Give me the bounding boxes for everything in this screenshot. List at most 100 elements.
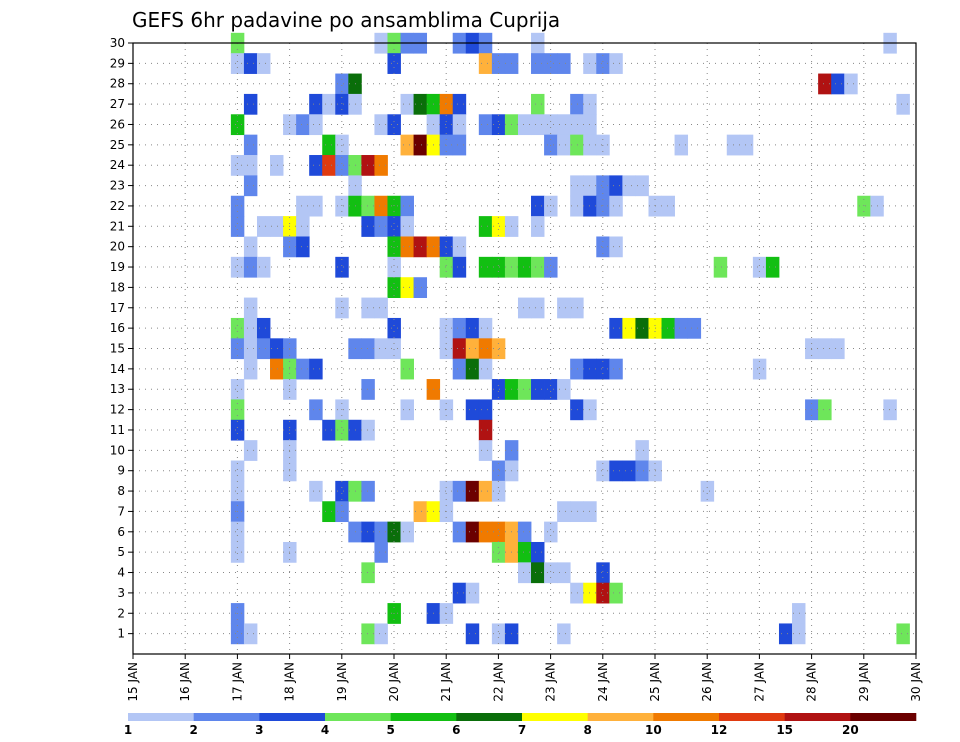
heatmap-cell [374, 114, 388, 136]
heatmap-cell [400, 277, 414, 298]
heatmap-cell [296, 114, 310, 136]
y-tick-label: 21 [110, 219, 125, 233]
heatmap-cell [818, 399, 832, 421]
y-tick-label: 15 [110, 342, 125, 356]
heatmap-cell [400, 134, 414, 156]
x-tick-label: 15 JAN [126, 662, 140, 702]
heatmap-cell [478, 216, 493, 237]
heatmap-cell [531, 53, 545, 74]
colorbar-swatch [522, 713, 588, 721]
heatmap-cell [570, 399, 584, 421]
heatmap-cell [465, 521, 480, 543]
colorbar-label: 12 [711, 723, 728, 737]
y-tick-label: 25 [110, 138, 125, 152]
heatmap-cell [857, 195, 871, 217]
heatmap-cell [452, 358, 467, 380]
heatmap-cell [491, 623, 506, 645]
heatmap-cell [296, 358, 310, 380]
heatmap-cell [517, 114, 532, 136]
heatmap-cell [270, 338, 284, 360]
heatmap-cell [544, 256, 558, 278]
heatmap-cell [452, 256, 467, 278]
heatmap-cell [452, 521, 467, 543]
y-tick-label: 2 [117, 606, 125, 620]
colorbar-swatch [784, 713, 851, 721]
heatmap-cell [243, 53, 258, 74]
heatmap-cell [517, 541, 532, 563]
heatmap-cell [596, 175, 610, 197]
heatmap-cell [465, 480, 480, 502]
heatmap-cell [230, 623, 245, 645]
heatmap-cell [465, 623, 480, 645]
heatmap-cell [557, 501, 571, 523]
heatmap-cell [622, 175, 636, 197]
heatmap-cell [570, 195, 584, 217]
heatmap-cell [557, 297, 571, 319]
heatmap-cell [361, 297, 375, 319]
y-tick-label: 6 [117, 525, 125, 539]
heatmap-cell [609, 236, 623, 258]
heatmap-cell [361, 195, 375, 217]
heatmap-cell [243, 256, 258, 278]
heatmap-cell [465, 399, 480, 421]
colorbar-swatch [653, 713, 720, 721]
heatmap-cell [400, 358, 414, 380]
colorbar-label: 8 [583, 723, 591, 737]
heatmap-cell [256, 317, 271, 339]
heatmap-cell [230, 216, 245, 237]
heatmap-cell [491, 216, 506, 237]
heatmap-cell [635, 175, 649, 197]
heatmap-cell [557, 134, 571, 156]
heatmap-cell [517, 379, 532, 400]
heatmap-cell [413, 501, 428, 523]
heatmap-cell [752, 358, 767, 380]
y-tick-label: 17 [110, 301, 125, 315]
heatmap-cells [230, 32, 910, 645]
x-tick-label: 26 JAN [700, 662, 714, 702]
heatmap-cell [635, 317, 649, 339]
y-tick-label: 20 [110, 240, 125, 254]
heatmap-cell [596, 236, 610, 258]
heatmap-cell [361, 480, 375, 502]
colorbar-label: 6 [452, 723, 460, 737]
y-tick-label: 23 [110, 179, 125, 193]
heatmap-cell [596, 460, 610, 482]
colorbar-label: 15 [776, 723, 793, 737]
heatmap-cell [309, 114, 323, 136]
heatmap-cell [517, 297, 532, 319]
heatmap-cell [296, 216, 310, 237]
colorbar-label: 1 [124, 723, 132, 737]
heatmap-cell [570, 358, 584, 380]
heatmap-cell [374, 155, 388, 176]
colorbar-label: 10 [645, 723, 662, 737]
x-tick-label: 21 JAN [439, 662, 453, 702]
heatmap-cell [896, 623, 910, 645]
heatmap-cell [491, 338, 506, 360]
heatmap-cell [230, 256, 245, 278]
heatmap-cell [439, 114, 454, 136]
colorbar-label: 7 [518, 723, 526, 737]
colorbar-label: 4 [321, 723, 329, 737]
heatmap-cell [309, 93, 323, 115]
heatmap-cell [478, 419, 493, 441]
heatmap-cell [517, 256, 532, 278]
heatmap-cell [374, 521, 388, 543]
y-tick-label: 12 [110, 403, 125, 417]
x-tick-label: 23 JAN [544, 662, 558, 702]
x-tick-label: 22 JAN [491, 662, 505, 702]
heatmap-cell [596, 582, 610, 604]
heatmap-cell [570, 114, 584, 136]
heatmap-cell [439, 256, 454, 278]
heatmap-cell [387, 277, 401, 298]
heatmap-cell [230, 379, 245, 400]
heatmap-cell [517, 521, 532, 543]
y-axis: 1234567891011121314151617181920212223242… [110, 36, 133, 641]
heatmap-cell [243, 155, 258, 176]
heatmap-cell [387, 236, 401, 258]
heatmap-cell [544, 521, 558, 543]
heatmap-cell [557, 623, 571, 645]
heatmap-cell [322, 93, 336, 115]
heatmap-cell [374, 623, 388, 645]
heatmap-cell [374, 216, 388, 237]
